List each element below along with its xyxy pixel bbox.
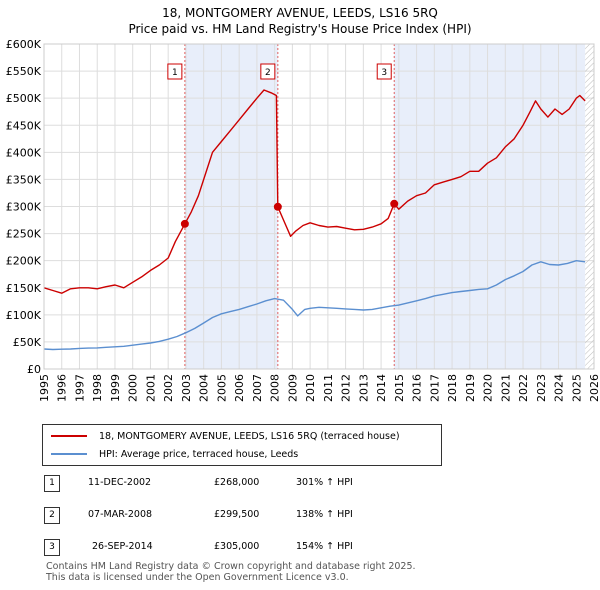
y-tick-label: £250K (6, 228, 42, 241)
x-tick-label: 1997 (73, 374, 86, 402)
sale-point (180, 219, 189, 228)
sale-point (390, 199, 399, 208)
x-tick-label: 2020 (482, 374, 495, 402)
sale-point (273, 202, 282, 211)
chart-subtitle: Price paid vs. HM Land Registry's House … (128, 22, 472, 36)
legend-label-hpi: HPI: Average price, terraced house, Leed… (99, 448, 299, 460)
x-tick-label: 2005 (215, 374, 228, 402)
y-tick-label: £350K (6, 173, 42, 186)
x-tick-label: 2001 (144, 374, 157, 402)
x-tick-label: 2009 (286, 374, 299, 402)
x-tick-label: 2013 (357, 374, 370, 402)
transaction-hpi: 138% ↑ HPI (296, 509, 353, 520)
price-chart: 1 2 3 £0 £50K £100K £150K £200K £250K £300K £350K… (6, 38, 600, 402)
x-tick-label: 2015 (393, 374, 406, 402)
x-tick-label: 2024 (553, 374, 566, 402)
x-tick-label: 2007 (251, 374, 264, 402)
x-tick-label: 2026 (588, 374, 600, 402)
forecast-hatch (585, 44, 594, 369)
sale-label: 1 (172, 68, 178, 78)
transaction-price: £299,500 (214, 509, 260, 520)
transaction-number: 2 (44, 507, 60, 524)
y-tick-label: £300K (6, 201, 42, 214)
property-series-line (43, 89, 586, 294)
y-tick-label: £100K (6, 309, 42, 322)
x-tick-label: 1999 (109, 374, 122, 402)
sale-label-box (376, 63, 392, 80)
x-tick-label: 2006 (233, 374, 246, 402)
transaction-hpi: 301% ↑ HPI (296, 477, 353, 488)
x-tick-label: 1998 (91, 374, 104, 402)
transaction-price: £305,000 (214, 541, 260, 552)
sale-label-box (260, 63, 276, 80)
transaction-price: £268,000 (214, 477, 260, 488)
x-tick-label: 2008 (269, 374, 282, 402)
transaction-number: 1 (44, 475, 60, 492)
legend: 18, MONTGOMERY AVENUE, LEEDS, LS16 5RQ (… (42, 424, 442, 466)
x-tick-label: 2023 (535, 374, 548, 402)
y-tick-label: £0 (27, 363, 41, 376)
x-tick-label: 2018 (446, 374, 459, 402)
transaction-hpi: 154% ↑ HPI (296, 541, 353, 552)
x-tick-label: 2000 (127, 374, 140, 402)
y-tick-label: £400K (6, 146, 42, 159)
transaction-date: 07-MAR-2008 (88, 509, 153, 520)
y-tick-label: £550K (6, 65, 42, 78)
x-tick-label: 1995 (38, 374, 51, 402)
legend-item-property: 18, MONTGOMERY AVENUE, LEEDS, LS16 5RQ (… (51, 428, 400, 444)
x-tick-label: 2002 (162, 374, 175, 402)
x-tick-label: 2017 (428, 374, 441, 402)
y-tick-label: £600K (6, 38, 42, 51)
x-tick-label: 2004 (198, 374, 211, 402)
legend-item-hpi: HPI: Average price, terraced house, Leed… (51, 446, 298, 462)
sale-label-box (167, 63, 183, 80)
y-tick-label: £50K (13, 336, 42, 349)
x-tick-label: 2012 (340, 374, 353, 402)
y-tick-label: £200K (6, 255, 42, 268)
chart-title: 18, MONTGOMERY AVENUE, LEEDS, LS16 5RQ (162, 6, 438, 20)
x-tick-label: 2025 (570, 374, 583, 402)
transaction-date: 11-DEC-2002 (88, 477, 152, 488)
y-tick-label: £450K (6, 119, 42, 132)
legend-swatch-property (51, 435, 87, 437)
legend-label-property: 18, MONTGOMERY AVENUE, LEEDS, LS16 5RQ (… (99, 430, 400, 442)
x-tick-label: 1996 (56, 374, 69, 402)
x-tick-label: 2021 (499, 374, 512, 402)
hpi-series-line (43, 260, 586, 351)
y-tick-label: £150K (6, 282, 42, 295)
x-tick-label: 2003 (180, 374, 193, 402)
x-tick-label: 2010 (304, 374, 317, 402)
footer-licence: This data is licensed under the Open Gov… (46, 572, 349, 583)
x-tick-label: 2011 (322, 374, 335, 402)
y-tick-label: £500K (6, 92, 42, 105)
transaction-number: 3 (44, 539, 60, 556)
transaction-date: 26-SEP-2014 (92, 541, 153, 552)
sale-label: 3 (381, 68, 387, 78)
x-tick-label: 2014 (375, 374, 388, 402)
x-tick-label: 2016 (411, 374, 424, 402)
plot-border (43, 43, 595, 370)
legend-swatch-hpi (51, 453, 87, 455)
sale-label: 2 (265, 68, 271, 78)
footer-copyright: Contains HM Land Registry data © Crown c… (46, 561, 416, 572)
x-tick-label: 2022 (517, 374, 530, 402)
x-tick-label: 2019 (464, 374, 477, 402)
